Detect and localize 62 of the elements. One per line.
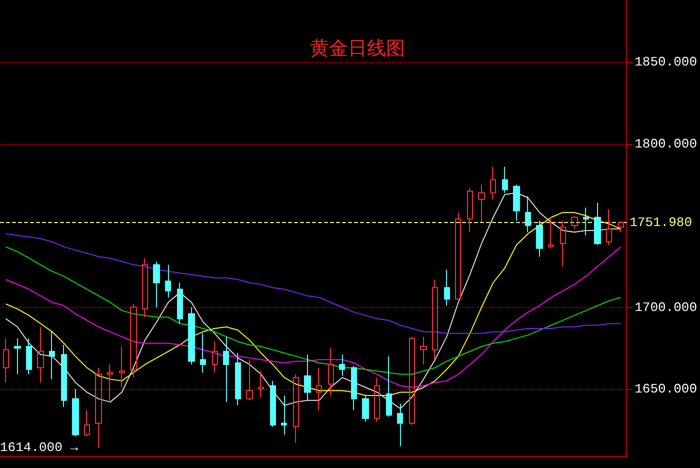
candlestick: [362, 395, 369, 422]
candlestick: [560, 220, 566, 267]
y-tick-label: 1650.000: [634, 381, 698, 396]
candlestick: [525, 196, 531, 233]
candlestick: [304, 354, 311, 401]
y-tick-label: 1800.000: [634, 136, 698, 152]
candlestick: [594, 202, 601, 246]
line-series: [5, 233, 622, 334]
candlestick: [258, 370, 264, 398]
candlestick: [490, 166, 496, 200]
candlestick: [142, 258, 148, 318]
candlestick: [246, 359, 253, 401]
candlestick: [177, 282, 183, 324]
candlestick: [153, 261, 160, 308]
candlestick: [328, 348, 334, 396]
candlestick: [548, 216, 554, 249]
text: 黄金日线图: [310, 38, 405, 60]
candlestick: [95, 367, 102, 448]
candlestick: [26, 338, 32, 375]
candlestick: [316, 367, 322, 411]
candlestick: [606, 208, 612, 246]
candlestick: [618, 222, 624, 233]
candlestick: [444, 269, 450, 306]
candlestick: [583, 207, 589, 236]
candlestick: [72, 388, 79, 437]
candlestick: [61, 344, 67, 408]
candlestick: [455, 212, 461, 300]
y-tick-label: 1850.000: [634, 54, 698, 70]
candlestick: [409, 336, 415, 426]
candlestick: [397, 403, 403, 447]
candlestick: [212, 341, 218, 374]
candlestick: [478, 184, 485, 223]
candlestick: [49, 331, 55, 380]
candlestick: [374, 377, 380, 422]
candlestick: [293, 374, 299, 444]
candlestick: [200, 332, 206, 374]
candlestick: [513, 184, 520, 222]
candlestick: [386, 356, 392, 418]
candlestick: [130, 304, 137, 378]
candlestick: [188, 306, 195, 365]
candlestick: [571, 215, 578, 230]
candlestick: [281, 395, 287, 436]
candlestick: [432, 278, 438, 360]
candlestick: [223, 336, 229, 403]
candlestick: [107, 364, 113, 403]
candlestick: [119, 346, 125, 388]
candlestick: [502, 166, 508, 194]
candlestick: [420, 336, 427, 365]
y-tick-label: 1700.000: [634, 300, 698, 315]
candlestick: [14, 338, 21, 375]
candlestick: [339, 354, 345, 376]
candlestick: [235, 352, 241, 406]
candlestick: [270, 380, 276, 428]
annotation: 1614.000 →: [0, 440, 78, 455]
candlestick: [467, 187, 473, 233]
candlestick: [84, 410, 90, 437]
candlestick: [536, 220, 543, 258]
ref-line-label: 1751.980: [630, 214, 692, 230]
candlestick: [351, 366, 357, 411]
candlestick: [3, 338, 9, 383]
candlestick: [165, 264, 171, 298]
candlestick: [37, 326, 44, 383]
